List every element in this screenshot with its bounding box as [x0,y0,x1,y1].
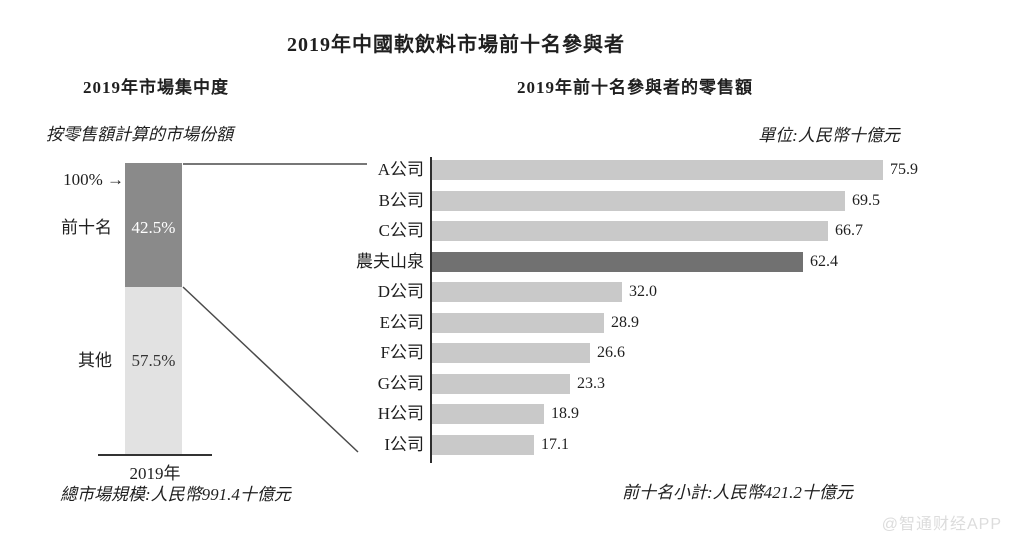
bar-value-label: 17.1 [541,436,569,453]
watermark: @智通财经APP [881,516,1002,533]
bar-value-label: 66.7 [835,222,863,239]
hundred-percent-label: 100% [63,170,103,189]
bar-value-label: 28.9 [611,314,639,331]
bar-value-label: 75.9 [890,161,918,178]
unit-note: 單位:人民幣十億元 [758,126,900,145]
bar-category-label: H公司 [377,404,424,423]
hundred-percent-pointer: 100% → [12,170,124,190]
bar-value-label: 62.4 [810,253,838,270]
left-chart-x-tick: 2019年 [129,464,181,483]
bar [432,435,534,455]
bar-category-label: B公司 [378,191,424,210]
left-chart-title: 2019年市場集中度 [83,78,229,97]
top-ten-subtotal-note: 前十名小計:人民幣421.2十億元 [622,483,853,502]
bar-category-label: D公司 [377,282,424,301]
bar-category-label: E公司 [379,313,424,332]
left-chart-baseline [98,454,212,456]
bar-category-label: G公司 [377,374,424,393]
bar-category-label: A公司 [377,160,424,179]
bar [432,374,570,394]
bar [432,191,845,211]
bar [432,313,604,333]
segment-others [125,287,182,455]
bar-value-label: 23.3 [577,375,605,392]
segment-top-ten [125,163,182,287]
connector-line-diagonal [182,286,359,453]
bar-category-label: I公司 [384,435,424,454]
bar [432,404,544,424]
bar-category-label: F公司 [380,343,424,362]
bar-value-label: 69.5 [852,192,880,209]
right-chart-y-axis [430,157,432,463]
bar [432,343,590,363]
total-market-size-note: 總市場規模:人民幣991.4十億元 [60,485,291,504]
main-title: 2019年中國軟飲料市場前十名參與者 [287,34,625,56]
left-chart-note: 按零售額計算的市場份額 [46,125,233,144]
bar-highlighted [432,252,803,272]
segment-others-value: 57.5% [131,351,176,370]
segment-top-ten-value: 42.5% [131,218,176,237]
bar-category-label: C公司 [378,221,424,240]
segment-others-label: 其他 [78,351,112,370]
bar-category-label: 農夫山泉 [356,252,424,271]
bar-value-label: 18.9 [551,405,579,422]
bar [432,221,828,241]
bar [432,282,622,302]
bar [432,160,883,180]
bar-value-label: 32.0 [629,283,657,300]
right-arrow-icon: → [107,170,124,189]
right-chart-title: 2019年前十名參與者的零售額 [517,78,753,97]
segment-top-ten-label: 前十名 [61,218,112,237]
bar-value-label: 26.6 [597,344,625,361]
stacked-column [125,163,182,455]
